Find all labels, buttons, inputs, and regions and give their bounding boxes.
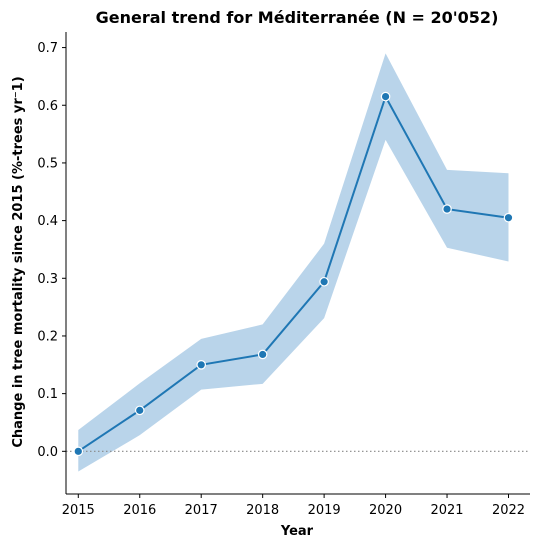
x-tick-label: 2015 — [62, 503, 95, 518]
x-tick-label: 2017 — [185, 503, 218, 518]
x-axis-label: Year — [280, 524, 314, 539]
data-point — [503, 212, 514, 223]
y-tick-label: 0.2 — [37, 329, 58, 344]
y-tick-label: 0.6 — [37, 99, 58, 114]
x-tick-label: 2019 — [308, 503, 341, 518]
series-line — [77, 94, 509, 453]
x-tick-label: 2021 — [430, 503, 463, 518]
x-tick-label: 2020 — [369, 503, 402, 518]
data-point — [442, 204, 452, 214]
y-axis-label: Change in tree mortality since 2015 (%-t… — [11, 76, 26, 447]
plot-area: 0.0 0.1 0.2 0.3 0.4 0.5 0.6 0.7 2015 2016 2017 2018… — [37, 32, 530, 518]
data-point — [380, 91, 391, 102]
data-point — [319, 276, 329, 287]
y-tick-label: 0.0 — [37, 445, 58, 460]
y-tick-label: 0.1 — [37, 387, 58, 402]
y-tick-label: 0.4 — [37, 214, 58, 229]
y-tick-label: 0.5 — [37, 156, 58, 171]
x-tick-label: 2022 — [492, 503, 525, 518]
x-tick-label: 2016 — [123, 503, 156, 518]
data-point — [196, 360, 207, 370]
x-tick-label: 2018 — [246, 503, 279, 518]
data-point — [134, 405, 145, 416]
confidence-band — [78, 53, 509, 472]
chart-title: General trend for Méditerranée (N = 20'0… — [96, 8, 499, 27]
y-tick-label: 0.3 — [37, 272, 58, 287]
data-point — [73, 446, 84, 457]
data-point — [257, 349, 268, 360]
y-tick-label: 0.7 — [37, 41, 58, 56]
